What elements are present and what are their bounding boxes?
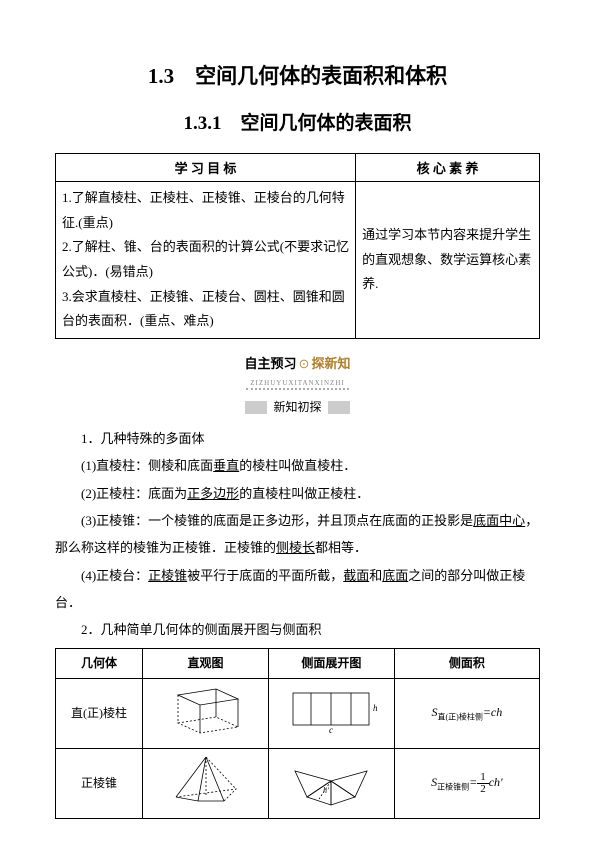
row2-name: 正棱锥 bbox=[56, 748, 143, 818]
section1-item2: (2)正棱柱：底面为正多边形的直棱柱叫做正棱柱． bbox=[55, 480, 540, 507]
row2-unfolded-view: h′ bbox=[268, 748, 394, 818]
prism-unfolded-icon: h c bbox=[281, 681, 381, 737]
pyramid-direct-icon bbox=[156, 751, 256, 807]
objectives-header-right: 核 心 素 养 bbox=[356, 154, 540, 182]
section-banner: 自主预习⊙探新知 ZIZHUYUXITANXINZHI bbox=[55, 353, 540, 390]
objectives-left-cell: 1.了解直棱柱、正棱柱、正棱锥、正棱台的几何特征.(重点) 2.了解柱、锥、台的… bbox=[56, 182, 356, 339]
objectives-header-left: 学 习 目 标 bbox=[56, 154, 356, 182]
content-body: 1．几种特殊的多面体 (1)直棱柱：侧棱和底面垂直的棱柱叫做直棱柱． (2)正棱… bbox=[55, 425, 540, 819]
section1-item3: (3)正棱锥：一个棱锥的底面是正多边形，并且顶点在底面的正投影是底面中心，那么称… bbox=[55, 507, 540, 562]
geom-h2: 直观图 bbox=[143, 648, 269, 678]
geometry-table: 几何体 直观图 侧面展开图 侧面积 直(正)棱柱 bbox=[55, 648, 540, 820]
section1-item4: (4)正棱台：正棱锥被平行于底面的平面所截，截面和底面之间的部分叫做正棱台． bbox=[55, 562, 540, 617]
row1-formula: S直(正)棱柱侧=ch bbox=[394, 678, 539, 748]
sub-banner-text: 新知初探 bbox=[245, 401, 349, 414]
banner-prefix: 自主预习 bbox=[245, 356, 297, 371]
section1-title: 1．几种特殊的多面体 bbox=[55, 425, 540, 452]
pyramid-unfolded-icon: h′ bbox=[281, 751, 381, 807]
row2-formula: S正棱锥侧=12ch′ bbox=[394, 748, 539, 818]
geom-h1: 几何体 bbox=[56, 648, 143, 678]
row1-unfolded-view: h c bbox=[268, 678, 394, 748]
geom-h3: 侧面展开图 bbox=[268, 648, 394, 678]
row1-name: 直(正)棱柱 bbox=[56, 678, 143, 748]
banner-pinyin: ZIZHUYUXITANXINZHI bbox=[246, 379, 348, 390]
svg-text:h′: h′ bbox=[323, 786, 329, 795]
objectives-table: 学 习 目 标 核 心 素 养 1.了解直棱柱、正棱柱、正棱锥、正棱台的几何特征… bbox=[55, 153, 540, 339]
banner-highlight: 探新知 bbox=[311, 356, 350, 371]
section1-item1: (1)直棱柱：侧棱和底面垂直的棱柱叫做直棱柱． bbox=[55, 452, 540, 479]
objectives-right-cell: 通过学习本节内容来提升学生的直观想象、数学运算核心素养. bbox=[356, 182, 540, 339]
row2-direct-view bbox=[143, 748, 269, 818]
row1-direct-view bbox=[143, 678, 269, 748]
svg-text:h: h bbox=[373, 703, 378, 713]
svg-text:c: c bbox=[329, 725, 333, 735]
sub-banner: 新知初探 bbox=[55, 400, 540, 415]
section2-title: 2．几种简单几何体的侧面展开图与侧面积 bbox=[55, 616, 540, 643]
geom-h4: 侧面积 bbox=[394, 648, 539, 678]
prism-direct-icon bbox=[156, 681, 256, 737]
page-subtitle: 1.3.1 空间几何体的表面积 bbox=[55, 108, 540, 135]
page-title: 1.3 空间几何体的表面积和体积 bbox=[55, 60, 540, 90]
